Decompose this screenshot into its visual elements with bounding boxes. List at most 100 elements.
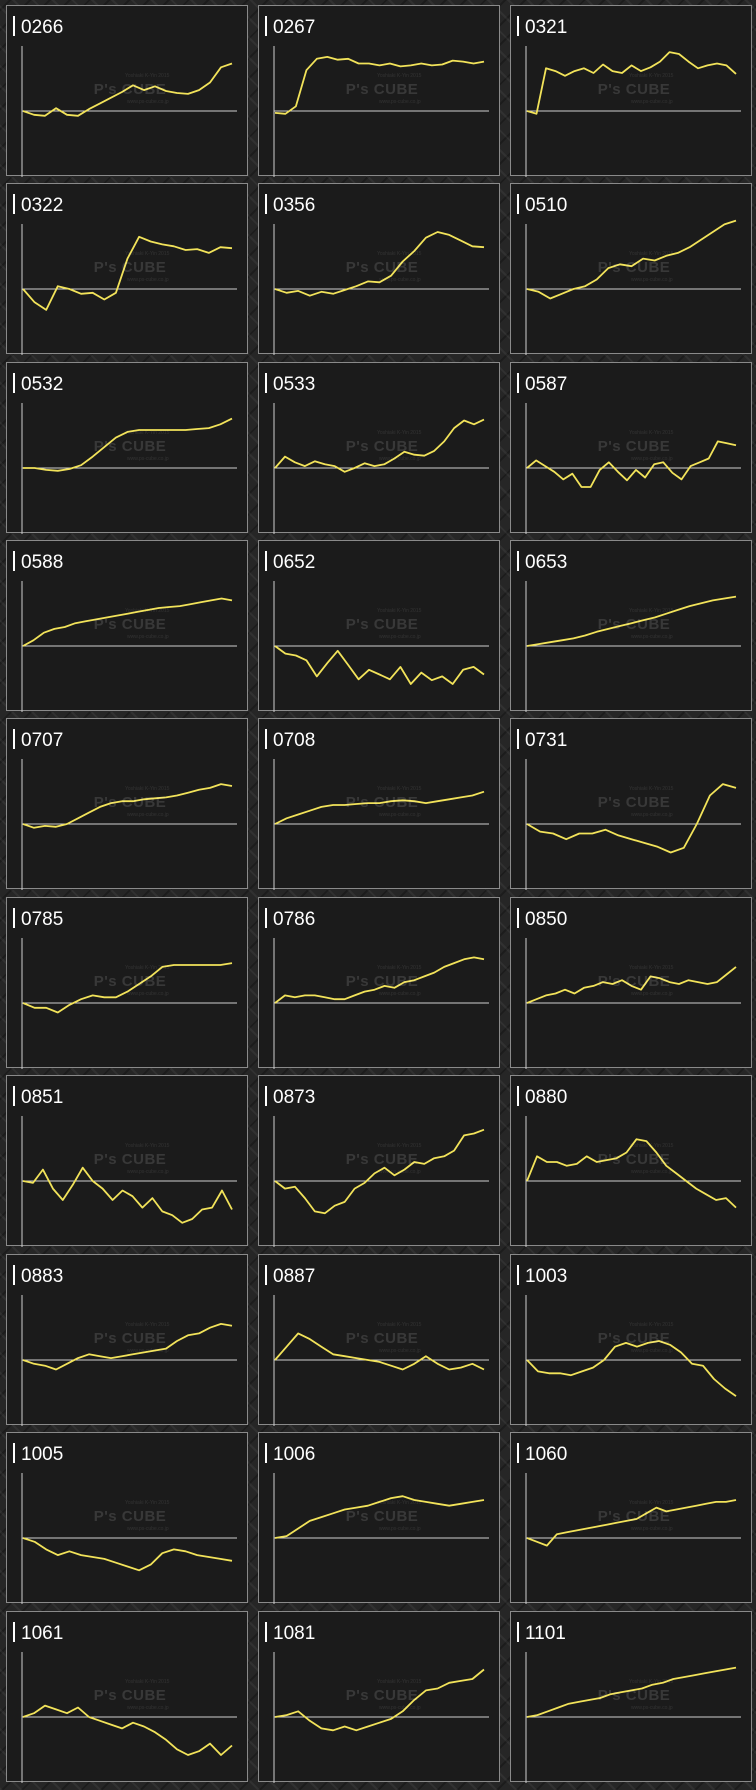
title-marker	[13, 729, 15, 749]
series-line-0731	[526, 783, 737, 854]
chart-panel-0510: Yoshiaki K-Yin 2015 P's CUBE www.ps-cube.c…	[510, 183, 752, 355]
chart-panel-1081: Yoshiaki K-Yin 2015 P's CUBE www.ps-cube.c…	[258, 1611, 500, 1783]
chart-svg	[13, 908, 237, 1069]
chart-title: 0873	[273, 1087, 316, 1108]
title-marker	[517, 1443, 519, 1463]
series-line-0322	[22, 235, 233, 311]
chart-title: 0731	[525, 730, 568, 751]
title-marker	[517, 194, 519, 214]
chart-title: 0653	[525, 552, 568, 573]
chart-panel-1060: Yoshiaki K-Yin 2015 P's CUBE www.ps-cube.c…	[510, 1432, 752, 1604]
series-line-0266	[22, 62, 233, 117]
chart-panel-0588: Yoshiaki K-Yin 2015 P's CUBE www.ps-cube.c…	[6, 540, 248, 712]
title-marker	[517, 1265, 519, 1285]
chart-title: 0850	[525, 909, 568, 930]
chart-panel-0850: Yoshiaki K-Yin 2015 P's CUBE www.ps-cube.c…	[510, 897, 752, 1069]
series-line-0510	[526, 219, 737, 300]
series-line-1060	[526, 1499, 737, 1547]
chart-panel-1005: Yoshiaki K-Yin 2015 P's CUBE www.ps-cube.c…	[6, 1432, 248, 1604]
title-marker	[13, 1443, 15, 1463]
title-marker	[265, 194, 267, 214]
title-marker	[13, 1622, 15, 1642]
series-line-0850	[526, 966, 737, 1004]
title-marker	[13, 373, 15, 393]
series-line-0785	[22, 962, 233, 1014]
chart-panel-1061: Yoshiaki K-Yin 2015 P's CUBE www.ps-cube.c…	[6, 1611, 248, 1783]
chart-panel-0532: Yoshiaki K-Yin 2015 P's CUBE www.ps-cube.c…	[6, 362, 248, 534]
chart-svg	[265, 1622, 489, 1783]
chart-title: 0851	[21, 1087, 64, 1108]
chart-title: 0267	[273, 17, 316, 38]
chart-panel-1006: Yoshiaki K-Yin 2015 P's CUBE www.ps-cube.c…	[258, 1432, 500, 1604]
series-line-1006	[274, 1495, 485, 1539]
title-marker	[13, 551, 15, 571]
chart-svg	[13, 1265, 237, 1426]
chart-svg	[265, 551, 489, 712]
title-marker	[517, 551, 519, 571]
title-marker	[265, 1622, 267, 1642]
series-line-0267	[274, 56, 485, 115]
title-marker	[265, 1443, 267, 1463]
chart-panel-0873: Yoshiaki K-Yin 2015 P's CUBE www.ps-cube.c…	[258, 1075, 500, 1247]
chart-svg	[13, 1622, 237, 1783]
chart-svg	[517, 1443, 741, 1604]
series-line-0786	[274, 956, 485, 1004]
chart-panel-0887: Yoshiaki K-Yin 2015 P's CUBE www.ps-cube.c…	[258, 1254, 500, 1426]
chart-svg	[265, 1086, 489, 1247]
series-line-0321	[526, 51, 737, 115]
chart-svg	[265, 729, 489, 890]
chart-svg	[13, 551, 237, 712]
chart-panel-0652: Yoshiaki K-Yin 2015 P's CUBE www.ps-cube.c…	[258, 540, 500, 712]
chart-panel-0785: Yoshiaki K-Yin 2015 P's CUBE www.ps-cube.c…	[6, 897, 248, 1069]
series-line-0532	[23, 417, 233, 472]
chart-panel-0587: Yoshiaki K-Yin 2015 P's CUBE www.ps-cube.c…	[510, 362, 752, 534]
chart-svg	[517, 729, 741, 890]
chart-svg	[13, 1086, 237, 1247]
chart-svg	[265, 194, 489, 355]
title-marker	[517, 373, 519, 393]
chart-svg	[13, 1443, 237, 1604]
chart-title: 0652	[273, 552, 316, 573]
chart-panel-0533: Yoshiaki K-Yin 2015 P's CUBE www.ps-cube.c…	[258, 362, 500, 534]
chart-panel-1003: Yoshiaki K-Yin 2015 P's CUBE www.ps-cube.c…	[510, 1254, 752, 1426]
chart-title: 0887	[273, 1266, 316, 1287]
series-line-0533	[274, 418, 485, 473]
series-line-1003	[526, 1340, 737, 1397]
series-line-0356	[274, 231, 485, 297]
title-marker	[265, 1265, 267, 1285]
chart-svg	[13, 373, 237, 534]
series-line-0873	[274, 1128, 485, 1215]
series-line-0880	[526, 1138, 737, 1209]
series-line-0588	[22, 597, 233, 647]
title-marker	[265, 908, 267, 928]
title-marker	[517, 16, 519, 36]
series-line-1061	[22, 1704, 233, 1756]
chart-title: 0510	[525, 195, 568, 216]
chart-title: 0322	[21, 195, 64, 216]
chart-panel-0708: Yoshiaki K-Yin 2015 P's CUBE www.ps-cube.c…	[258, 718, 500, 890]
chart-title: 0356	[273, 195, 316, 216]
chart-panel-0322: Yoshiaki K-Yin 2015 P's CUBE www.ps-cube.c…	[6, 183, 248, 355]
series-line-0708	[274, 790, 485, 825]
series-line-0652	[274, 645, 485, 685]
title-marker	[13, 16, 15, 36]
chart-title: 1060	[525, 1444, 568, 1465]
chart-panel-0267: Yoshiaki K-Yin 2015 P's CUBE www.ps-cube.c…	[258, 5, 500, 177]
title-marker	[517, 1622, 519, 1642]
series-line-1005	[22, 1537, 233, 1572]
title-marker	[13, 1265, 15, 1285]
chart-panel-0786: Yoshiaki K-Yin 2015 P's CUBE www.ps-cube.c…	[258, 897, 500, 1069]
chart-title: 0708	[273, 730, 316, 751]
title-marker	[13, 194, 15, 214]
chart-title: 0786	[273, 909, 316, 930]
series-line-0887	[274, 1332, 485, 1371]
chart-title: 1003	[525, 1266, 568, 1287]
chart-svg	[517, 1265, 741, 1426]
chart-svg	[265, 1443, 489, 1604]
title-marker	[517, 1086, 519, 1106]
title-marker	[13, 1086, 15, 1106]
title-marker	[265, 373, 267, 393]
chart-panel-0731: Yoshiaki K-Yin 2015 P's CUBE www.ps-cube.c…	[510, 718, 752, 890]
chart-title: 0533	[273, 374, 316, 395]
